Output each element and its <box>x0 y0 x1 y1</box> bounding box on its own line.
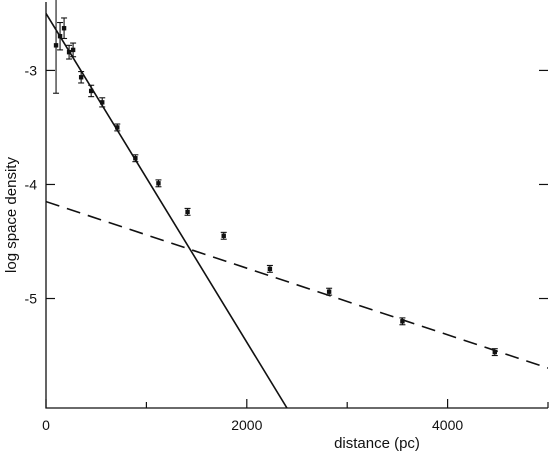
data-point <box>78 71 85 84</box>
y-axis-label: log space density <box>3 157 20 273</box>
solid-fit-line <box>46 12 288 408</box>
data-point <box>61 17 68 40</box>
y-axis-ticks: -3 -4 -5 <box>25 62 548 307</box>
point-marker <box>115 125 120 130</box>
data-point <box>114 123 121 132</box>
data-point <box>220 231 227 240</box>
point-marker <box>492 349 497 355</box>
point-marker <box>78 75 84 80</box>
data-point <box>399 317 406 326</box>
point-marker <box>61 26 67 31</box>
data-point <box>53 0 60 94</box>
plot-axes <box>45 2 548 409</box>
data-point <box>132 154 139 163</box>
x-tick-label: 0 <box>42 417 50 433</box>
point-marker <box>53 43 59 48</box>
data-point <box>88 84 95 98</box>
point-marker <box>221 233 226 238</box>
point-marker <box>100 100 105 105</box>
point-marker <box>88 88 94 94</box>
point-marker <box>133 156 138 161</box>
point-marker <box>400 319 405 324</box>
dashed-fit-line <box>46 200 548 369</box>
x-axis-label: distance (pc) <box>334 435 420 452</box>
point-marker <box>156 181 161 186</box>
x-axis-ticks: 0 2000 4000 <box>42 399 549 433</box>
point-marker <box>66 49 72 55</box>
data-point <box>57 21 64 51</box>
data-point <box>491 348 498 357</box>
plot-frame <box>45 2 548 409</box>
point-marker <box>70 47 76 53</box>
y-tick-label: -4 <box>25 176 38 192</box>
data-point <box>155 179 162 188</box>
y-tick-label: -3 <box>25 62 38 78</box>
point-marker <box>185 209 190 215</box>
data-point <box>66 44 73 60</box>
data-point <box>70 42 77 58</box>
x-tick-label: 4000 <box>432 417 463 433</box>
point-marker <box>326 289 332 294</box>
data-point <box>99 97 106 108</box>
x-tick-label: 2000 <box>231 417 262 433</box>
data-point <box>326 287 333 296</box>
point-marker <box>57 34 63 39</box>
fit-lines <box>46 12 548 408</box>
point-marker <box>267 266 273 272</box>
data-point <box>184 207 191 216</box>
data-points <box>53 0 498 357</box>
data-point <box>266 264 273 273</box>
y-tick-label: -5 <box>25 291 38 307</box>
